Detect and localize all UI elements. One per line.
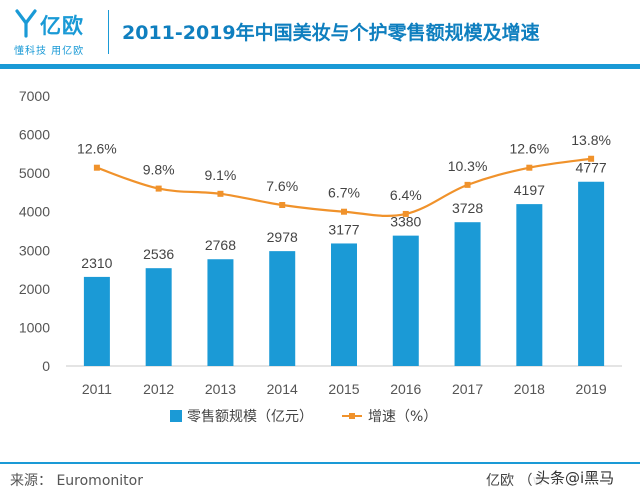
legend-line-label: 增速（%） [368, 409, 437, 425]
x-tick-label: 2018 [514, 381, 545, 397]
bar [392, 235, 419, 366]
growth-point [341, 208, 347, 215]
growth-point [279, 202, 286, 209]
growth-data-label: 9.8% [143, 162, 175, 178]
bar [145, 268, 172, 366]
bar-data-label: 3380 [390, 214, 421, 230]
y-tick-label: 7000 [19, 88, 50, 104]
page-title: 2011-2019年中国美妆与个护零售额规模及增速 [122, 22, 540, 44]
logo-y-icon [15, 9, 37, 38]
bar-data-label: 2310 [81, 255, 112, 271]
x-tick-label: 2015 [328, 381, 359, 397]
x-tick-label: 2017 [452, 381, 483, 397]
bar-data-label: 4777 [576, 160, 607, 176]
growth-data-label: 9.1% [204, 167, 236, 183]
bar-data-label: 3177 [328, 221, 359, 237]
watermark: 头条@i黑马 [533, 467, 617, 488]
x-tick-label: 2016 [390, 381, 421, 397]
source-note: 来源： Euromonitor [10, 473, 143, 489]
header-divider [108, 10, 109, 54]
logo: 亿欧 懂科技 用亿欧 [12, 6, 104, 58]
bar [454, 222, 481, 366]
bar [331, 243, 357, 366]
bar-data-label: 2768 [205, 237, 236, 253]
growth-point [217, 190, 224, 197]
x-tick-label: 2014 [267, 381, 298, 397]
logo-name: 亿欧 [40, 14, 84, 38]
bar-data-label: 4197 [514, 182, 545, 198]
logo-slogan: 懂科技 用亿欧 [14, 46, 85, 57]
y-tick-label: 1000 [19, 319, 50, 335]
bar-data-label: 2536 [143, 246, 174, 262]
x-tick-label: 2012 [143, 381, 174, 397]
bar [516, 204, 543, 366]
footer-line [0, 462, 640, 464]
growth-data-label: 6.7% [328, 185, 360, 201]
growth-data-label: 12.6% [509, 141, 549, 157]
footer-brand: 亿欧 （w [486, 473, 544, 489]
growth-data-label: 10.3% [448, 158, 488, 174]
growth-point [93, 164, 100, 171]
header-bar [0, 64, 640, 69]
y-tick-label: 2000 [19, 281, 50, 297]
legend-bar-label: 零售额规模（亿元） [187, 409, 313, 425]
growth-data-label: 7.6% [266, 178, 298, 194]
legend-line-marker [349, 413, 355, 419]
header: 亿欧 懂科技 用亿欧 2011-2019年中国美妆与个护零售额规模及增速 [0, 0, 640, 64]
growth-point [402, 210, 409, 217]
y-tick-label: 5000 [19, 165, 50, 181]
growth-data-label: 12.6% [77, 141, 117, 157]
x-tick-label: 2011 [82, 381, 112, 397]
growth-data-label: 6.4% [390, 187, 422, 203]
bar-data-label: 3728 [452, 200, 483, 216]
y-tick-label: 3000 [19, 242, 50, 258]
y-tick-label: 6000 [19, 127, 50, 143]
growth-point [588, 155, 595, 162]
legend-bar-swatch [170, 410, 182, 422]
bar [578, 181, 605, 366]
growth-point [464, 181, 471, 188]
chart: 0 1000 2000 3000 4000 5000 6000 7000 2310 2011 253… [19, 88, 622, 425]
growth-data-label: 13.8% [571, 132, 611, 148]
bar [83, 276, 110, 366]
bar-data-label: 2978 [267, 229, 298, 245]
bar [207, 259, 234, 366]
growth-point [155, 185, 162, 192]
growth-point [526, 164, 533, 171]
bar [269, 251, 296, 366]
y-tick-label: 4000 [19, 204, 50, 220]
x-tick-label: 2019 [576, 381, 607, 397]
x-tick-label: 2013 [205, 381, 236, 397]
y-tick-label: 0 [42, 358, 50, 374]
